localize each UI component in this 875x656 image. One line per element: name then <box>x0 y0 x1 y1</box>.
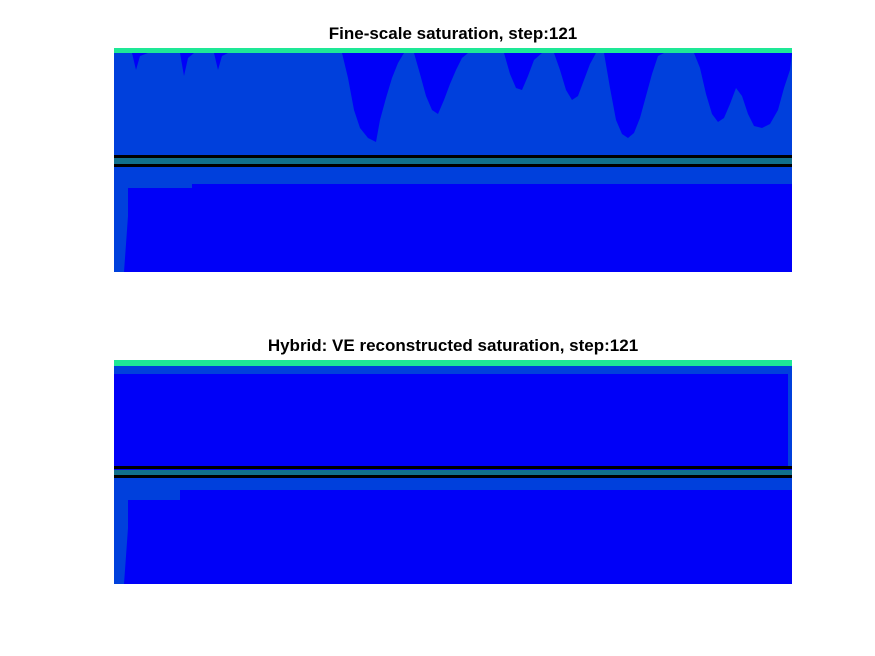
fine-scale-saturation-canvas <box>114 48 792 272</box>
upper-layer-saturated <box>114 374 792 468</box>
hybrid-saturation-plot <box>114 360 792 584</box>
layer-boundary-band <box>114 158 792 164</box>
layer-boundary-lower-line <box>114 475 792 478</box>
plume-front-top <box>114 360 792 366</box>
lower-layer-stepped-region <box>114 166 792 272</box>
fine-scale-saturation-plot <box>114 48 792 272</box>
layer-boundary-upper-line <box>114 466 792 469</box>
lower-layer-saturated <box>128 188 792 272</box>
plume-front-top <box>114 48 792 53</box>
layer-boundary-lower-line <box>114 164 792 167</box>
upper-transition-band <box>114 366 792 374</box>
top-panel-title: Fine-scale saturation, step:121 <box>328 24 578 43</box>
hybrid-saturation-canvas <box>114 360 792 584</box>
layer-boundary-band <box>114 470 792 476</box>
lower-layer-stepped-region <box>114 478 792 584</box>
bottom-panel-title: Hybrid: VE reconstructed saturation, ste… <box>267 336 639 355</box>
saturation-plume <box>114 53 792 142</box>
layer-boundary-upper-line <box>114 155 792 158</box>
right-edge-column <box>788 366 792 466</box>
lower-layer-saturated-right <box>180 490 792 584</box>
